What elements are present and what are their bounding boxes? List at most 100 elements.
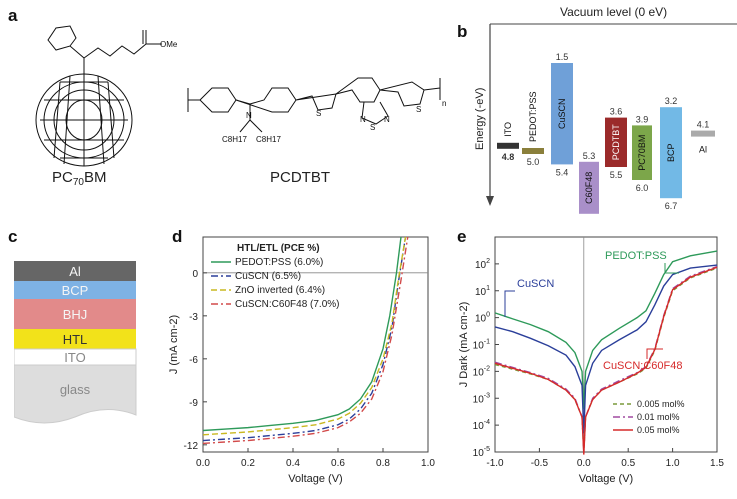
energy-bottom-4: 5.5 [610, 170, 623, 180]
plot-e-ytick-5: 100 [475, 312, 490, 325]
energy-bottom-2: 5.4 [556, 167, 569, 177]
plot-e-legend-0: 0.005 mol% [637, 399, 685, 409]
energy-bottom-1: 5.0 [527, 157, 540, 167]
plot-d-ytick-1: -3 [189, 312, 198, 323]
plot-e-ytick-0: 10-5 [473, 446, 490, 459]
plot-d-xtick-2: 0.4 [286, 458, 300, 469]
energy-bars: 4.8 ITO 5.0 PEDOT:PSS 1.5 5.4 CuSCN 5.3 C60F48 3.… [497, 52, 715, 214]
stack-layers: Al BCP BHJ HTL ITO glass [14, 261, 137, 424]
plot-d-frame [202, 236, 429, 453]
plot-d-legend-title: HTL/ETL (PCE %) [237, 243, 320, 254]
pcdtbt-atom-s1: S [316, 109, 321, 118]
plot-e-legend-1: 0.01 mol% [637, 412, 680, 422]
plot-e-xtick-4: 1.0 [666, 458, 680, 469]
energy-bar-1 [522, 148, 544, 154]
plot-e-legend-2: 0.05 mol% [637, 425, 680, 435]
energy-bottom-6: 6.7 [665, 201, 678, 211]
plot-e-ytick-4: 10-1 [473, 339, 490, 352]
plot-e-xtick-0: -1.0 [486, 458, 504, 469]
stack-layer-htl [14, 329, 136, 349]
stack-layer-bhj [14, 299, 136, 329]
plot-e-arrow-cuscn [504, 290, 515, 317]
energy-label-3: C60F48 [584, 172, 594, 204]
energy-label-7: Al [699, 145, 707, 155]
energy-top-7: 4.1 [697, 120, 710, 130]
plot-e-xtick-5: 1.5 [710, 458, 724, 469]
stack-layer-al [14, 261, 136, 281]
panel-label-e: e [457, 227, 467, 246]
plot-e-series-1 [494, 264, 718, 434]
panel-d-jv-chart: 0.0 0.2 0.4 0.6 0.8 1.0 0 -3 -6 -9 -12 Voltage (V) J… [168, 236, 435, 485]
energy-bar-0 [497, 142, 519, 149]
plot-e-arrow-cuscn-c60f48 [646, 348, 663, 359]
plot-e-ytick-2: 10-3 [473, 392, 490, 405]
pcdtbt-repeat-n: n [442, 99, 446, 108]
plot-e-xlabel: Voltage (V) [579, 473, 633, 485]
energy-label-1: PEDOT:PSS [528, 91, 538, 142]
pcdtbt-atom-s3: S [370, 123, 375, 132]
stack-label-bcp: BCP [62, 283, 89, 298]
plot-e-arrow-pedot [664, 263, 679, 274]
plot-e-xtick-2: 0.0 [577, 458, 591, 469]
pcdtbt-atom-s2: S [416, 105, 421, 114]
plot-d-xtick-1: 0.2 [241, 458, 255, 469]
stack-layer-bcp [14, 281, 136, 299]
plot-e-annotation-pedot: PEDOT:PSS [605, 250, 667, 262]
plot-d-xtick-0: 0.0 [196, 458, 210, 469]
energy-top-6: 3.2 [665, 96, 678, 106]
plot-d-ylabel: J (mA cm-2) [168, 315, 180, 374]
pcdtbt-structure [187, 77, 441, 133]
pcdtbt-atom-n2: N [360, 115, 366, 124]
plot-d-legend-0: PEDOT:PSS (6.0%) [235, 257, 323, 268]
plot-e-frame [494, 236, 718, 453]
plot-d-ytick-0: 0 [192, 269, 198, 280]
plot-d-series-2 [202, 236, 407, 436]
energy-top-4: 3.6 [610, 107, 623, 117]
plot-d-legend-1: CuSCN (6.5%) [235, 271, 301, 282]
plot-e-series-4 [494, 266, 718, 455]
plot-d-legend-2: ZnO inverted (6.4%) [235, 285, 325, 296]
energy-bar-6 [660, 107, 682, 199]
plot-d-xtick-3: 0.6 [331, 458, 345, 469]
pc70bm-structure [35, 25, 162, 167]
plot-d-series-0 [202, 236, 402, 432]
pcdtbt-atom-n3: N [384, 115, 390, 124]
energy-top-2: 1.5 [556, 52, 569, 62]
plot-e-annotation-cuscn: CuSCN [517, 278, 554, 290]
plot-d-ytick-4: -12 [184, 441, 199, 452]
energy-axis-label: Energy (-eV) [474, 88, 486, 150]
energy-axis-arrow [486, 196, 494, 206]
plot-e-ytick-3: 10-2 [473, 365, 490, 378]
pc70bm-group-label: OMe [160, 40, 178, 49]
energy-label-0: ITO [503, 122, 513, 137]
stack-label-htl: HTL [63, 332, 88, 347]
pcdtbt-atom-n: N [246, 111, 252, 120]
panel-b-energy-diagram: Vacuum level (0 eV) Energy (-eV) 4.8 ITO 5… [474, 5, 737, 214]
energy-bar-7 [691, 130, 715, 137]
pcdtbt-label: PCDTBT [270, 169, 330, 186]
stack-label-glass: glass [60, 382, 91, 397]
panel-label-c: c [8, 227, 18, 246]
plot-d-series-3 [202, 236, 409, 445]
energy-bottom-0: 4.8 [502, 152, 515, 162]
plot-e-ylabel: J Dark (mA cm-2) [458, 302, 470, 388]
plot-e-ytick-6: 101 [475, 285, 490, 298]
energy-top-3: 5.3 [583, 151, 596, 161]
panel-label-b: b [457, 22, 468, 41]
panel-e-dark-jv-chart: -1.0 -0.5 0.0 0.5 1.0 1.5 10-5 10-4 10-3 10-2 10-1… [458, 236, 724, 485]
panel-label-d: d [172, 227, 183, 246]
panel-c-device-stack: Al BCP BHJ HTL ITO glass [14, 261, 137, 424]
pcdtbt-sidechain-2: C8H17 [256, 135, 281, 144]
stack-label-bhj: BHJ [63, 307, 88, 322]
plot-d-ytick-2: -6 [189, 355, 198, 366]
plot-d-xtick-5: 1.0 [421, 458, 435, 469]
energy-top-5: 3.9 [636, 114, 649, 124]
pcdtbt-sidechain-1: C8H17 [222, 135, 247, 144]
energy-bar-5 [632, 125, 652, 180]
plot-d-xtick-4: 0.8 [376, 458, 390, 469]
plot-d-ytick-3: -9 [189, 398, 198, 409]
energy-label-2: CuSCN [557, 98, 567, 129]
energy-label-4: PCDTBT [611, 124, 621, 161]
plot-d-series-1 [202, 236, 407, 442]
plot-e-xtick-1: -0.5 [531, 458, 549, 469]
